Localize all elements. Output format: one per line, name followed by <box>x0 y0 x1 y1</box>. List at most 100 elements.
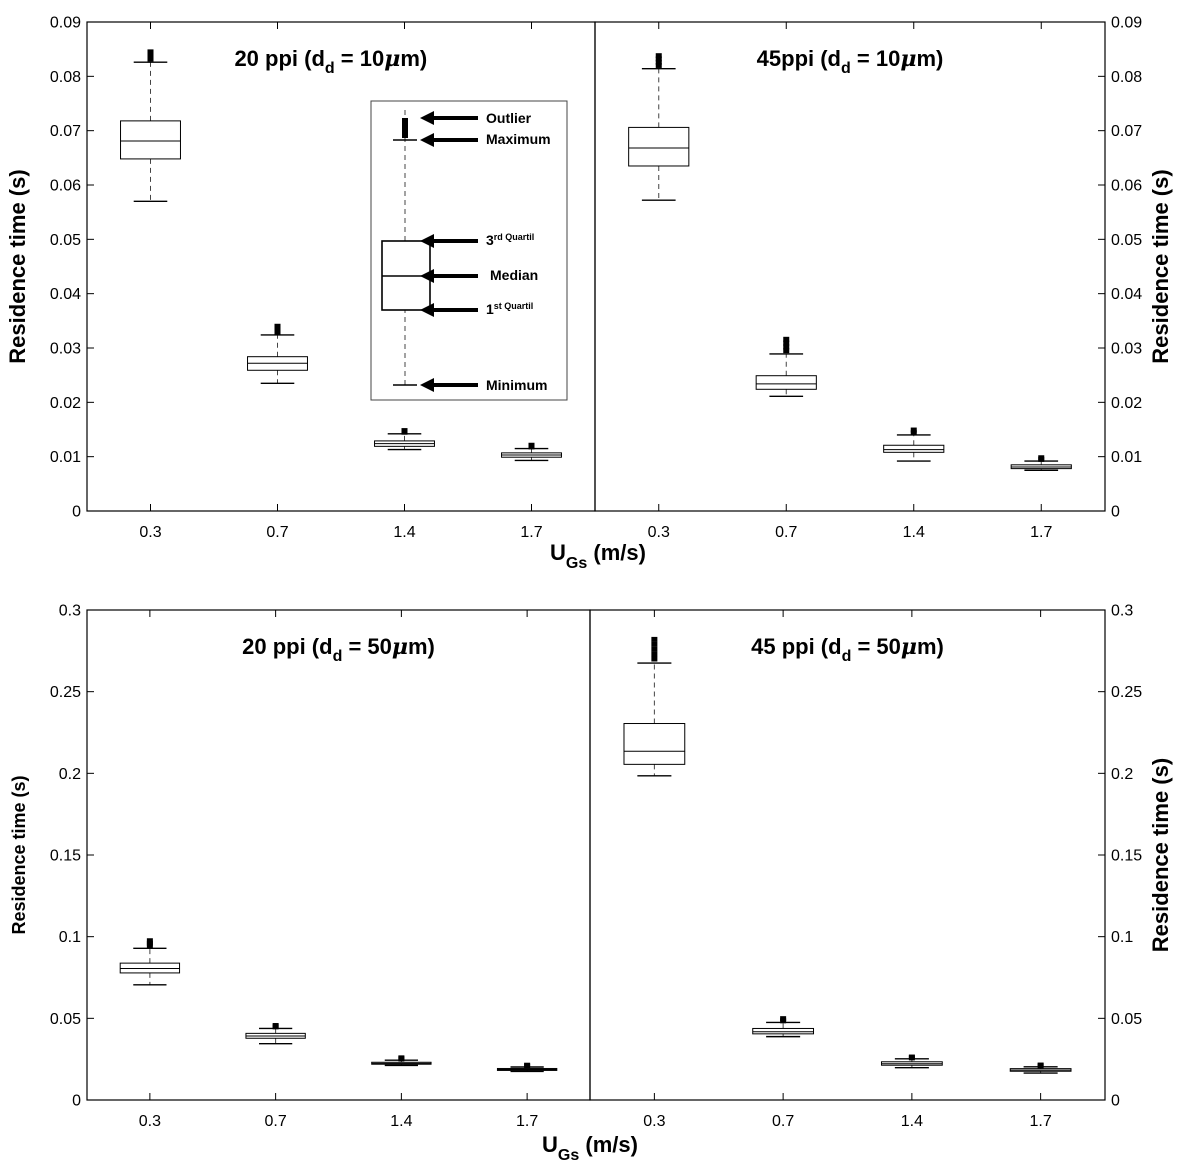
x-tick-label: 1.7 <box>1030 1113 1052 1130</box>
iqr-box <box>755 375 817 390</box>
y-tick-label: 0.08 <box>50 69 81 86</box>
y-tick-label: 0.2 <box>1111 766 1133 783</box>
panel-3: 0 0.05 0.1 0.15 0.2 0.25 0.3 0.3 0.7 1.4 1.7 Reside… <box>9 603 591 1130</box>
outlier-point <box>651 641 658 647</box>
iqr-box <box>120 120 181 160</box>
y-axis-label: Residence time (s) <box>1148 758 1173 952</box>
legend-label-median: Median <box>490 267 538 283</box>
y-tick-label: 0.1 <box>59 929 81 946</box>
outlier-point <box>528 442 535 448</box>
box-0.3 <box>120 49 181 203</box>
x-tick-label: 1.4 <box>903 524 925 541</box>
box-0.3 <box>119 938 181 986</box>
outlier-point <box>398 1055 405 1061</box>
y-tick-label: 0.09 <box>1111 15 1142 32</box>
y-tick-label: 0.04 <box>50 286 81 303</box>
y-tick-label: 0.04 <box>1111 286 1142 303</box>
legend-label-outlier: Outlier <box>486 110 532 126</box>
box-0.7 <box>752 1016 815 1038</box>
y-tick-label: 0 <box>72 1093 81 1110</box>
box-1.4 <box>880 1054 943 1069</box>
y-tick-label: 0.05 <box>50 1011 81 1028</box>
legend-arrowhead <box>420 303 434 317</box>
panel-title: 20 ppi (dd = 10μm) <box>234 46 427 77</box>
y-tick-label: 0.15 <box>50 848 81 865</box>
outlier-point <box>651 656 658 662</box>
y-tick-label: 0.03 <box>1111 341 1142 358</box>
iqr-box <box>752 1027 815 1035</box>
box-1.7 <box>1009 1062 1072 1074</box>
y-tick-label: 0.05 <box>1111 232 1142 249</box>
y-tick-label: 0.03 <box>50 341 81 358</box>
y-tick-label: 0.1 <box>1111 929 1133 946</box>
x-tick-label: 0.7 <box>772 1113 794 1130</box>
x-tick-label: 0.3 <box>139 1113 161 1130</box>
y-tick-label: 0.02 <box>50 395 81 412</box>
outlier-point <box>651 651 658 657</box>
outlier-point <box>1038 455 1045 461</box>
y-tick-label: 0 <box>1111 504 1120 521</box>
x-tick-label: 1.7 <box>1030 524 1052 541</box>
y-tick-label: 0.15 <box>1111 848 1142 865</box>
outlier-point <box>783 344 790 350</box>
y-tick-label: 0 <box>72 504 81 521</box>
x-tick-label: 1.4 <box>901 1113 923 1130</box>
outlier-point <box>655 62 662 68</box>
y-axis-label: Residence time (s) <box>1148 169 1173 363</box>
x-tick-label: 0.3 <box>139 524 161 541</box>
box-0.7 <box>247 323 308 385</box>
outlier-point <box>910 430 917 436</box>
x-tick-label: 0.7 <box>266 524 288 541</box>
box-1.7 <box>496 1062 558 1073</box>
outlier-point <box>524 1062 531 1068</box>
outlier-point <box>651 646 658 652</box>
y-tick-label: 0.05 <box>50 232 81 249</box>
outlier-point <box>908 1054 915 1060</box>
legend-arrowhead <box>420 234 434 248</box>
y-tick-label: 0.07 <box>1111 123 1142 140</box>
outlier-point <box>783 340 790 346</box>
legend-label-q1: 1st Quartil <box>486 301 533 317</box>
box-0.7 <box>245 1023 306 1045</box>
box-1.4 <box>371 1055 432 1067</box>
iqr-box <box>628 126 690 167</box>
box-1.4 <box>883 427 945 462</box>
panel-title: 45ppi (dd = 10μm) <box>757 46 944 77</box>
legend-arrowhead <box>420 378 434 392</box>
y-tick-label: 0.25 <box>1111 684 1142 701</box>
y-tick-label: 0.2 <box>59 766 81 783</box>
panel-4: 0 0.05 0.1 0.15 0.2 0.25 0.3 0.3 0.7 1.4 1.7 Reside… <box>589 603 1173 1130</box>
box-0.3 <box>623 636 686 777</box>
legend-label-maximum: Maximum <box>486 131 551 147</box>
outlier-point <box>655 56 662 62</box>
iqr-box <box>883 444 945 453</box>
y-tick-label: 0.06 <box>1111 178 1142 195</box>
y-tick-label: 0.07 <box>50 123 81 140</box>
legend-outlier <box>402 118 408 138</box>
x-tick-label: 1.7 <box>516 1113 538 1130</box>
panel-1: 0 0.01 0.02 0.03 0.04 0.05 0.06 0.07 0.08 0.09 0.3… <box>5 15 596 541</box>
x-axis-label-2: UGs (m/s) <box>542 1132 638 1164</box>
x-tick-label: 0.3 <box>643 1113 665 1130</box>
y-tick-label: 0.01 <box>50 449 81 466</box>
outlier-point <box>780 1016 787 1022</box>
outlier-point <box>146 938 153 944</box>
outlier-point <box>147 49 154 55</box>
x-tick-label: 0.7 <box>265 1113 287 1130</box>
box-0.3 <box>628 53 690 201</box>
panel-title: 20 ppi (dd = 50μm) <box>242 634 435 665</box>
outlier-point <box>651 636 658 642</box>
x-tick-label: 1.4 <box>393 524 415 541</box>
outlier-point <box>783 348 790 354</box>
y-tick-label: 0.06 <box>50 178 81 195</box>
outlier-point <box>274 323 281 329</box>
panel-title: 45 ppi (dd = 50μm) <box>751 634 944 665</box>
plot-frame <box>86 609 591 1101</box>
x-tick-label: 0.7 <box>775 524 797 541</box>
y-axis-label: Residence time (s) <box>5 169 30 363</box>
legend-label-q3: 3rd Quartil <box>486 232 534 248</box>
plot-frame <box>594 21 1106 512</box>
outlier-point <box>147 52 154 58</box>
y-tick-label: 0.01 <box>1111 449 1142 466</box>
